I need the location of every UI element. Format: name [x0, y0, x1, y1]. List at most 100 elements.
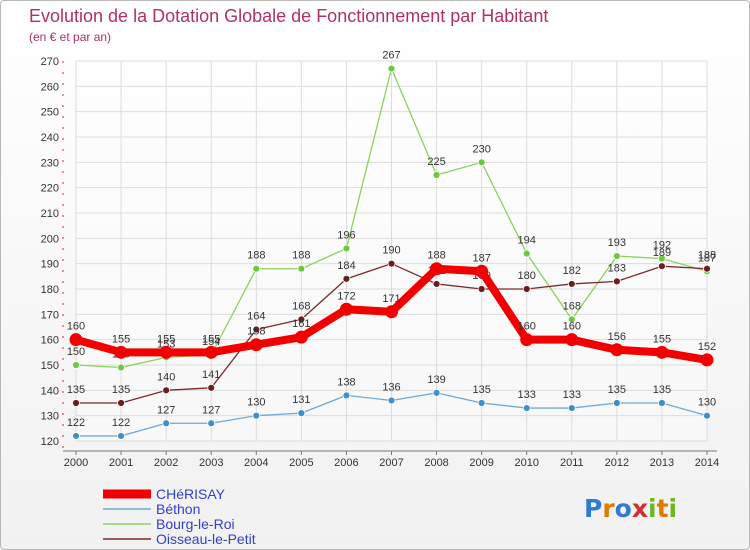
data-point	[387, 396, 396, 405]
x-tick-label: 2006	[334, 457, 358, 469]
data-label: 188	[427, 250, 445, 262]
data-label: 139	[427, 374, 445, 386]
data-point	[69, 333, 83, 347]
data-point	[610, 343, 624, 357]
data-label: 131	[292, 394, 310, 406]
data-label: 196	[337, 229, 355, 241]
x-tick-label: 2000	[64, 457, 88, 469]
data-point	[249, 338, 263, 352]
data-point	[297, 409, 306, 418]
data-label: 190	[382, 245, 400, 257]
y-tick-label: 180	[41, 284, 59, 296]
data-point	[342, 274, 351, 283]
x-tick-label: 2011	[560, 457, 584, 469]
data-point	[387, 259, 396, 268]
data-label: 180	[518, 270, 536, 282]
data-label: 156	[608, 331, 626, 343]
data-point	[117, 399, 125, 407]
data-point	[117, 432, 125, 440]
y-tick-label: 270	[41, 56, 59, 68]
data-label: 161	[292, 318, 310, 330]
legend-entry: CHéRISAY	[156, 486, 226, 502]
data-point	[612, 399, 621, 407]
data-label: 155	[202, 333, 220, 345]
legend-entry: Béthon	[156, 501, 200, 517]
data-label: 193	[608, 237, 626, 249]
data-label: 155	[653, 333, 671, 345]
data-point	[477, 158, 486, 167]
y-tick-label: 120	[41, 436, 59, 448]
data-label: 141	[202, 369, 220, 381]
data-point	[294, 330, 308, 344]
data-label: 155	[112, 333, 130, 345]
data-label: 184	[337, 260, 355, 272]
data-point	[339, 302, 353, 316]
data-label: 122	[112, 417, 130, 429]
data-point	[207, 383, 216, 392]
x-tick-label: 2001	[109, 457, 133, 469]
data-label: 155	[157, 333, 175, 345]
data-label: 136	[382, 381, 400, 393]
data-point	[522, 285, 531, 293]
data-label: 172	[337, 290, 355, 302]
legend-entry: Oisseau-le-Petit	[156, 531, 256, 547]
data-label: 171	[382, 293, 400, 305]
y-tick-label: 200	[41, 233, 59, 245]
data-label: 130	[247, 397, 265, 409]
data-point	[655, 345, 669, 359]
data-label: 133	[563, 389, 581, 401]
data-point	[658, 399, 666, 407]
data-label: 189	[653, 247, 671, 259]
data-label: 183	[608, 262, 626, 274]
data-label: 140	[157, 371, 175, 383]
data-label: 130	[698, 397, 716, 409]
legend-entry: Bourg-le-Roi	[156, 516, 235, 532]
data-label: 133	[518, 389, 536, 401]
y-tick-label: 160	[41, 335, 59, 347]
data-point	[252, 411, 261, 420]
data-point	[522, 404, 531, 412]
data-point	[432, 388, 441, 397]
data-label: 135	[112, 384, 130, 396]
data-point	[700, 353, 714, 367]
data-point	[387, 64, 396, 73]
data-label: 164	[247, 311, 265, 323]
data-point	[385, 305, 398, 319]
data-point	[114, 345, 128, 359]
data-label: 188	[247, 250, 265, 262]
data-label: 150	[67, 346, 85, 358]
data-point	[342, 391, 351, 400]
data-point	[252, 264, 261, 273]
data-point	[477, 285, 486, 293]
data-point	[204, 345, 218, 359]
data-label: 135	[608, 384, 626, 396]
data-label: 154	[202, 336, 220, 348]
data-point	[703, 411, 711, 420]
logo-letter: r	[602, 494, 615, 523]
y-tick-label: 210	[41, 208, 59, 220]
x-tick-label: 2004	[244, 457, 268, 469]
chart-title: Evolution de la Dotation Globale de Fonc…	[29, 6, 548, 26]
y-tick-label: 220	[41, 183, 59, 195]
x-tick-label: 2009	[469, 457, 493, 469]
data-label: 160	[67, 321, 85, 333]
data-label: 122	[67, 417, 85, 429]
data-label: 160	[563, 321, 581, 333]
y-tick-label: 260	[41, 81, 59, 93]
y-tick-label: 140	[41, 385, 59, 397]
x-tick-label: 2007	[379, 457, 403, 469]
data-label: 135	[653, 384, 671, 396]
data-label: 152	[698, 341, 716, 353]
data-point	[703, 264, 711, 273]
proxiti-logo: Proxiti	[584, 494, 677, 523]
data-point	[475, 264, 489, 278]
data-label: 135	[472, 384, 490, 396]
data-point	[658, 262, 666, 271]
data-label: 153	[157, 338, 175, 350]
x-tick-label: 2012	[605, 457, 629, 469]
data-point	[162, 386, 171, 395]
logo-letter: x	[632, 494, 648, 523]
data-point	[522, 249, 531, 258]
x-tick-label: 2002	[154, 457, 178, 469]
data-label: 138	[337, 376, 355, 388]
